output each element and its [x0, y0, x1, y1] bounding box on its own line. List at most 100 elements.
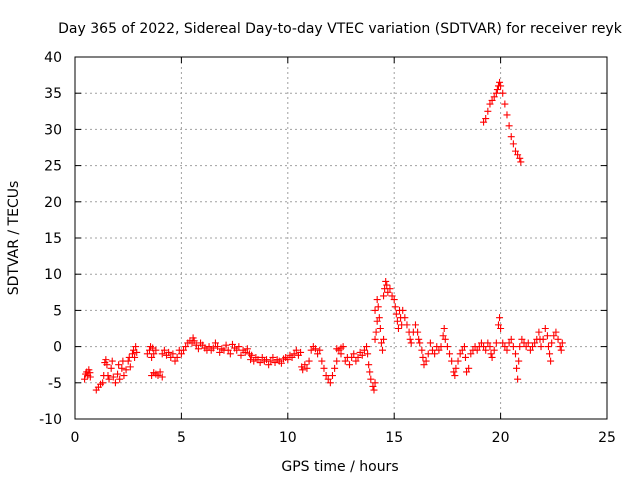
- y-tick-label: -5: [48, 376, 62, 392]
- x-tick-label: 10: [279, 430, 297, 446]
- data-point: [388, 292, 396, 300]
- data-point: [105, 375, 113, 383]
- data-point: [320, 364, 328, 372]
- data-point: [107, 364, 115, 372]
- data-point: [226, 350, 234, 358]
- data-point: [473, 346, 481, 354]
- data-point: [487, 350, 495, 358]
- data-point: [228, 340, 236, 348]
- data-point: [322, 372, 330, 380]
- data-point: [414, 328, 422, 336]
- data-point: [118, 364, 126, 372]
- data-point: [367, 375, 375, 383]
- data-point: [108, 357, 116, 365]
- data-point: [507, 133, 515, 141]
- data-point: [152, 346, 160, 354]
- x-tick-label: 5: [177, 430, 186, 446]
- data-point: [248, 351, 256, 359]
- data-point: [326, 379, 334, 387]
- data-point: [189, 334, 197, 342]
- data-point: [499, 89, 507, 97]
- data-point: [169, 350, 177, 358]
- data-point: [371, 306, 379, 314]
- data-point: [109, 373, 117, 381]
- data-point: [494, 321, 502, 329]
- data-point: [224, 346, 232, 354]
- data-point: [505, 122, 513, 130]
- data-point: [375, 314, 383, 322]
- data-point: [546, 350, 554, 358]
- x-tick-label: 15: [385, 430, 403, 446]
- data-point: [431, 350, 439, 358]
- data-point: [366, 368, 374, 376]
- data-point: [484, 339, 492, 347]
- data-point: [128, 350, 136, 358]
- y-tick-label: 15: [44, 231, 62, 247]
- data-point: [267, 357, 275, 365]
- data-point: [211, 339, 219, 347]
- data-point: [233, 346, 241, 354]
- data-point: [429, 346, 437, 354]
- data-point: [390, 296, 398, 304]
- data-point: [339, 343, 347, 351]
- data-point: [103, 361, 111, 369]
- data-point: [297, 348, 305, 356]
- y-tick-label: 0: [53, 340, 62, 356]
- data-point: [420, 361, 428, 369]
- data-point: [265, 361, 273, 369]
- data-point: [154, 372, 162, 380]
- data-point: [415, 335, 423, 343]
- data-point: [426, 339, 434, 347]
- data-point: [160, 346, 168, 354]
- x-axis-label: GPS time / hours: [281, 459, 398, 475]
- data-point: [558, 339, 566, 347]
- data-point: [150, 350, 158, 358]
- data-point: [501, 343, 509, 351]
- data-point: [384, 288, 392, 296]
- data-point: [497, 82, 505, 90]
- data-point: [247, 356, 255, 364]
- data-point: [424, 350, 432, 358]
- data-point: [364, 350, 372, 358]
- data-point: [529, 343, 537, 351]
- data-point: [305, 357, 313, 365]
- data-point: [165, 348, 173, 356]
- data-point: [450, 368, 458, 376]
- data-point: [509, 140, 517, 148]
- data-point: [352, 357, 360, 365]
- x-tick-label: 25: [598, 430, 616, 446]
- data-point: [451, 372, 459, 380]
- data-point: [337, 350, 345, 358]
- data-point: [513, 364, 521, 372]
- data-point: [382, 277, 390, 285]
- y-tick-label: 25: [44, 159, 62, 175]
- data-point: [205, 343, 213, 351]
- data-point: [407, 339, 415, 347]
- data-point: [86, 373, 94, 381]
- data-point: [401, 314, 409, 322]
- data-point: [493, 86, 501, 94]
- data-point: [418, 346, 426, 354]
- data-point: [99, 379, 107, 387]
- data-point: [539, 335, 547, 343]
- data-point: [148, 353, 156, 361]
- data-point: [496, 78, 504, 86]
- data-point: [497, 325, 505, 332]
- data-point: [386, 285, 394, 293]
- data-point: [554, 335, 562, 343]
- data-point: [324, 375, 332, 383]
- data-point: [177, 350, 185, 358]
- data-point: [333, 345, 341, 353]
- data-point: [465, 364, 473, 372]
- data-point: [122, 366, 130, 374]
- data-point: [547, 357, 555, 365]
- data-point: [490, 346, 498, 354]
- data-point: [514, 375, 522, 383]
- y-tick-label: 5: [53, 303, 62, 319]
- data-point: [104, 372, 112, 380]
- data-point: [509, 343, 517, 351]
- data-point: [515, 357, 523, 365]
- data-point: [256, 359, 264, 367]
- data-point: [452, 364, 460, 372]
- data-point: [383, 281, 391, 289]
